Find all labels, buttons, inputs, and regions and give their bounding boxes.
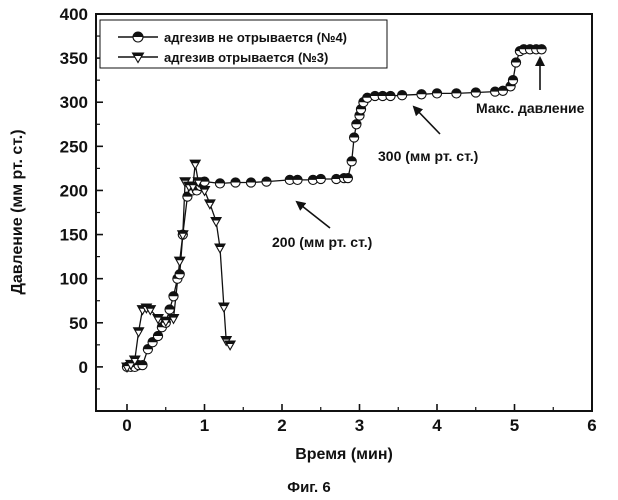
series-1-point-42 xyxy=(417,90,426,99)
annotation-max-label: Макс. давление xyxy=(476,100,585,116)
x-tick-label-0: 0 xyxy=(122,416,131,435)
annotation-max: Макс. давление xyxy=(476,58,585,116)
series-1-point-22 xyxy=(246,178,255,187)
series-2-point-10 xyxy=(175,257,185,266)
series-2-point-18 xyxy=(205,200,215,209)
series-1-point-50 xyxy=(511,58,520,67)
annotation-300: 300 (мм рт. ст.) xyxy=(378,107,478,164)
y-tick-label-0: 0 xyxy=(79,358,88,377)
series-1-point-13 xyxy=(175,270,184,279)
series-1-point-4 xyxy=(138,361,147,370)
annotation-300-label: 300 (мм рт. ст.) xyxy=(378,148,478,164)
series-1-point-27 xyxy=(316,174,325,183)
y-tick-label-1: 50 xyxy=(69,314,88,333)
y-tick-label-6: 300 xyxy=(60,93,88,112)
series-1-point-44 xyxy=(452,89,461,98)
series-1-point-7 xyxy=(153,331,162,340)
y-tick-label-4: 200 xyxy=(60,181,88,200)
series-1-point-41 xyxy=(398,91,407,100)
y-tick-label-8: 400 xyxy=(60,5,88,24)
x-axis: 0 1 2 3 4 5 6 xyxy=(122,404,596,435)
series-2-point-20 xyxy=(215,244,225,253)
x-tick-label-3: 3 xyxy=(355,416,364,435)
legend-label-series-1: адгезив не отрывается (№4) xyxy=(164,30,347,45)
y-tick-label-2: 100 xyxy=(60,270,88,289)
x-tick-label-6: 6 xyxy=(587,416,596,435)
annotation-200: 200 (мм рт. ст.) xyxy=(272,202,372,250)
legend: адгезив не отрывается (№4) адгезив отрыв… xyxy=(100,20,387,68)
x-tick-label-4: 4 xyxy=(432,416,442,435)
series-2-point-19 xyxy=(211,218,221,227)
series-1-point-33 xyxy=(352,120,361,129)
series-1-line xyxy=(127,49,542,367)
y-tick-label-7: 350 xyxy=(60,49,88,68)
annotation-200-label: 200 (мм рт. ст.) xyxy=(272,234,372,250)
series-1-point-31 xyxy=(347,157,356,166)
x-axis-title: Время (мин) xyxy=(295,446,393,463)
series-1-point-21 xyxy=(231,178,240,187)
series-1-point-49 xyxy=(508,76,517,85)
y-axis-title: Давление (мм рт. ст.) xyxy=(9,129,26,294)
series-1-point-10 xyxy=(165,305,174,314)
annotation-200-arrow xyxy=(297,202,330,228)
series-2-point-15 xyxy=(190,160,200,169)
y-tick-label-5: 250 xyxy=(60,137,88,156)
figure-caption: Фиг. 6 xyxy=(287,479,330,496)
legend-label-series-2: адгезив отрывается (№3) xyxy=(164,50,328,65)
series-1-point-55 xyxy=(537,45,546,54)
series-2-line xyxy=(127,164,230,367)
series-1-point-40 xyxy=(386,91,395,100)
series-1-point-45 xyxy=(471,88,480,97)
series-1-point-23 xyxy=(262,177,271,186)
series-1-point-11 xyxy=(169,292,178,301)
x-tick-label-1: 1 xyxy=(200,416,209,435)
series-1-point-32 xyxy=(350,133,359,142)
series-2-point-21 xyxy=(219,303,229,312)
legend-marker-series-1 xyxy=(133,32,143,42)
series-1-point-25 xyxy=(293,175,302,184)
plot-frame xyxy=(96,14,592,411)
series-1-point-20 xyxy=(215,179,224,188)
series-1-point-43 xyxy=(432,89,441,98)
series-1-point-30 xyxy=(343,174,352,183)
x-tick-label-5: 5 xyxy=(510,416,519,435)
y-tick-label-3: 150 xyxy=(60,226,88,245)
annotation-300-arrow xyxy=(414,107,440,134)
chart: 0 1 2 3 4 5 6 0 50 100 150 200 250 300 350 400 Время (… xyxy=(0,0,618,500)
series-lines xyxy=(127,49,542,367)
x-tick-label-2: 2 xyxy=(277,416,286,435)
series-2-point-3 xyxy=(134,328,144,337)
